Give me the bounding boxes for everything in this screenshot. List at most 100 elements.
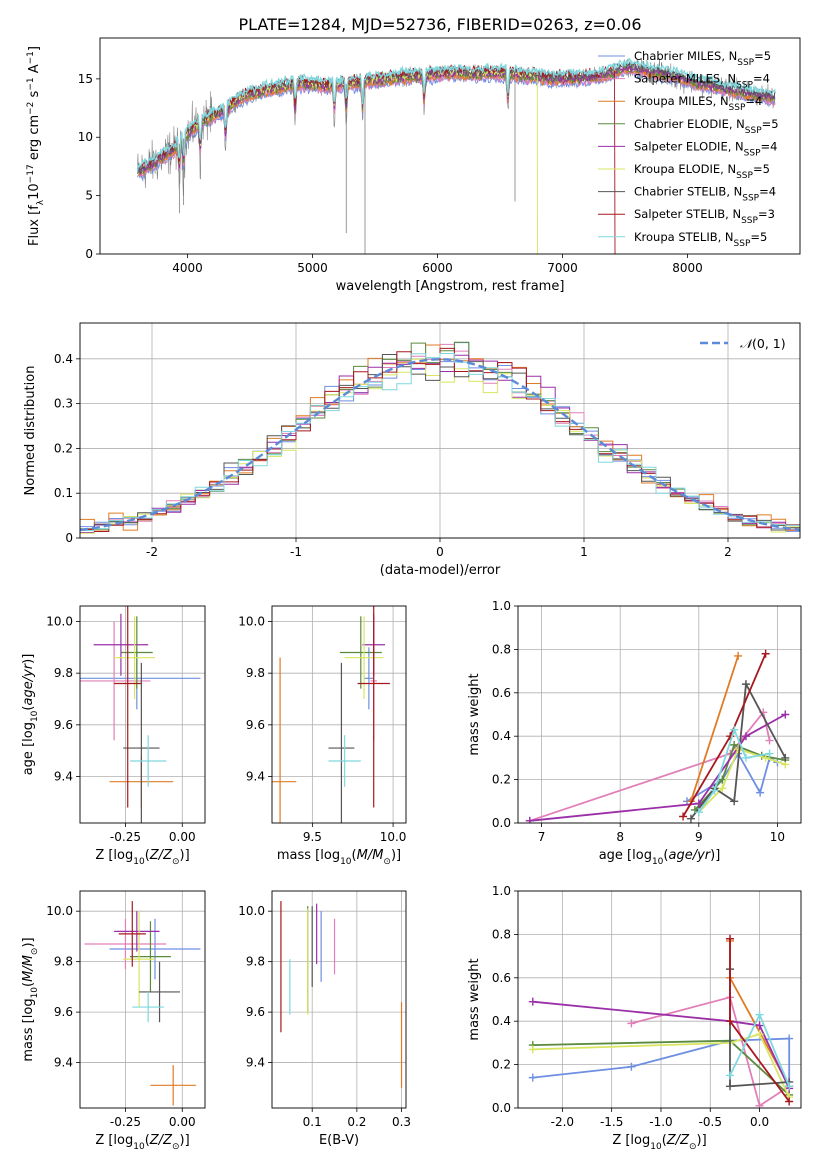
- y-tick-label: 0.0: [492, 816, 511, 830]
- weight-marker: [525, 816, 534, 823]
- errorbar-kroupa-elodie: [123, 911, 155, 1008]
- x-tick-label: 0.3: [392, 1115, 411, 1129]
- y-tick-label: 9.6: [54, 1005, 73, 1019]
- errorbar-chabrier-miles: [364, 647, 374, 710]
- y-tick-label: 9.4: [246, 770, 265, 784]
- y-axis-label: mass weight: [467, 958, 482, 1040]
- x-tick-label: 1: [580, 545, 588, 559]
- errorbar-chabrier-stelib: [328, 662, 355, 823]
- y-tick-label: 0.0: [492, 1101, 511, 1115]
- weight-marker: [730, 725, 739, 734]
- weight-marker: [730, 740, 739, 749]
- y-axis-label: Normed distribution: [23, 366, 38, 496]
- weight-marker: [781, 753, 790, 762]
- legend: Chabrier MILES, NSSP=5 Salpeter MILES, NS…: [598, 49, 779, 249]
- y-axis-label: Flux [fλ10−17 erg cm−2 s−1 A−1]: [26, 46, 46, 246]
- weight-series-salpeter-stelib: [679, 649, 770, 821]
- weight-marker: [679, 812, 688, 821]
- errorbar-salpeter-miles: [80, 621, 151, 741]
- figure-title: PLATE=1284, MJD=52736, FIBERID=0263, z=0…: [238, 15, 641, 34]
- errorbar-salpeter-stelib: [114, 606, 142, 808]
- errorbar-kroupa-elodie: [114, 616, 155, 699]
- y-tick-label: 0: [85, 247, 93, 261]
- y-tick-label: 9.8: [246, 955, 265, 969]
- errorbar-salpeter-stelib: [357, 606, 390, 808]
- y-tick-label: 9.6: [246, 1005, 265, 1019]
- weight-line: [529, 713, 786, 822]
- y-tick-label: 0.8: [492, 642, 511, 656]
- weight-marker: [528, 997, 537, 1006]
- weight-marker: [755, 1101, 764, 1108]
- weight-marker: [781, 710, 790, 719]
- y-tick-label: 10.0: [238, 615, 265, 629]
- y-tick-label: 10: [78, 130, 93, 144]
- plot-area: [280, 901, 403, 1088]
- y-tick-label: 9.4: [54, 1056, 73, 1070]
- x-tick-label: 0.0: [750, 1115, 769, 1129]
- weight-series-salpeter-elodie: [525, 710, 790, 823]
- x-tick-label: 9.5: [303, 830, 322, 844]
- y-axis-label: mass weight: [467, 673, 482, 755]
- weight-marker: [726, 934, 735, 943]
- y-tick-label: 10.0: [46, 904, 73, 918]
- axes-frame: [99, 37, 801, 255]
- weight-marker: [710, 786, 719, 795]
- x-tick-label: -2.0: [551, 1115, 574, 1129]
- y-tick-label: 9.6: [246, 718, 265, 732]
- weight-marker: [694, 808, 703, 817]
- weight-marker: [627, 1062, 636, 1071]
- legend-label: Salpeter MILES, NSSP=4: [634, 72, 770, 91]
- x-tick-label: -2: [146, 545, 158, 559]
- x-tick-label: -1.5: [600, 1115, 623, 1129]
- y-tick-label: 10.0: [46, 615, 73, 629]
- plot-area: [525, 649, 790, 823]
- weight-marker: [765, 749, 774, 758]
- weight-line: [529, 710, 771, 822]
- model-spectrum-kroupa-stelib: [136, 57, 776, 173]
- model-spectrum-salpeter-stelib: [137, 64, 616, 254]
- y-tick-label: 0.6: [492, 686, 511, 700]
- weight-marker: [785, 1082, 794, 1091]
- y-tick-label: 9.8: [54, 955, 73, 969]
- plot-area: [272, 606, 390, 823]
- plot-area: [84, 901, 201, 1106]
- weight-series-kroupa-stelib: [694, 725, 774, 817]
- x-tick-label: 10: [770, 830, 785, 844]
- y-tick-label: 0.1: [54, 486, 73, 500]
- x-axis-label: Z [log10(Z/Z⊙)]: [95, 1133, 189, 1152]
- weight-marker: [726, 1082, 735, 1091]
- histogram-kroupa-stelib: [80, 353, 800, 531]
- y-tick-label: 0.2: [492, 773, 511, 787]
- weight-series-kroupa-elodie: [694, 745, 790, 817]
- panel-weight-vs-Z: -2.0 -1.5 -1.0 -0.5 0.0 0.0 0.2 0.4 0.6 0.8 1.0 Z […: [467, 884, 802, 1152]
- x-axis-label: wavelength [Angstrom, rest frame]: [336, 279, 565, 294]
- weight-marker: [528, 1045, 537, 1054]
- weight-marker: [741, 732, 750, 741]
- axes-frame: [79, 605, 206, 824]
- weight-marker: [726, 1017, 735, 1026]
- y-tick-label: 10.0: [238, 904, 265, 918]
- axes-frame: [271, 890, 407, 1109]
- panel-spectrum: 4000 5000 6000 7000 8000 0 5 10 15 wavelength [An…: [26, 37, 801, 294]
- y-axis-label: mass [log10(M/M⊙)]: [21, 937, 40, 1061]
- weight-line: [532, 1033, 791, 1098]
- y-tick-label: 1.0: [492, 884, 511, 898]
- y-tick-label: 0.3: [54, 397, 73, 411]
- weight-marker: [718, 784, 727, 793]
- x-axis-label: (data-model)/error: [380, 563, 501, 578]
- y-tick-label: 9.4: [54, 770, 73, 784]
- weight-series-kroupa-miles: [686, 651, 743, 806]
- model-spectrum-kroupa-miles: [137, 66, 776, 178]
- x-tick-label: 6000: [422, 261, 453, 275]
- weight-line: [532, 1000, 791, 1089]
- errorbar-chabrier-elodie: [120, 616, 153, 689]
- x-axis-label: age [log10(age/yr)]: [599, 848, 721, 867]
- weight-marker: [755, 1030, 764, 1039]
- weight-marker: [755, 1010, 764, 1019]
- plot-area: [136, 57, 776, 254]
- legend-label: Salpeter ELODIE, NSSP=4: [634, 139, 777, 158]
- legend-label: 𝒩(0, 1): [740, 336, 786, 351]
- x-tick-label: 0: [436, 545, 444, 559]
- weight-marker: [756, 788, 765, 797]
- panel-age-vs-mass: 9.5 10.0 9.4 9.6 9.8 10.0 mass [log10(M/M⊙)]: [238, 605, 407, 867]
